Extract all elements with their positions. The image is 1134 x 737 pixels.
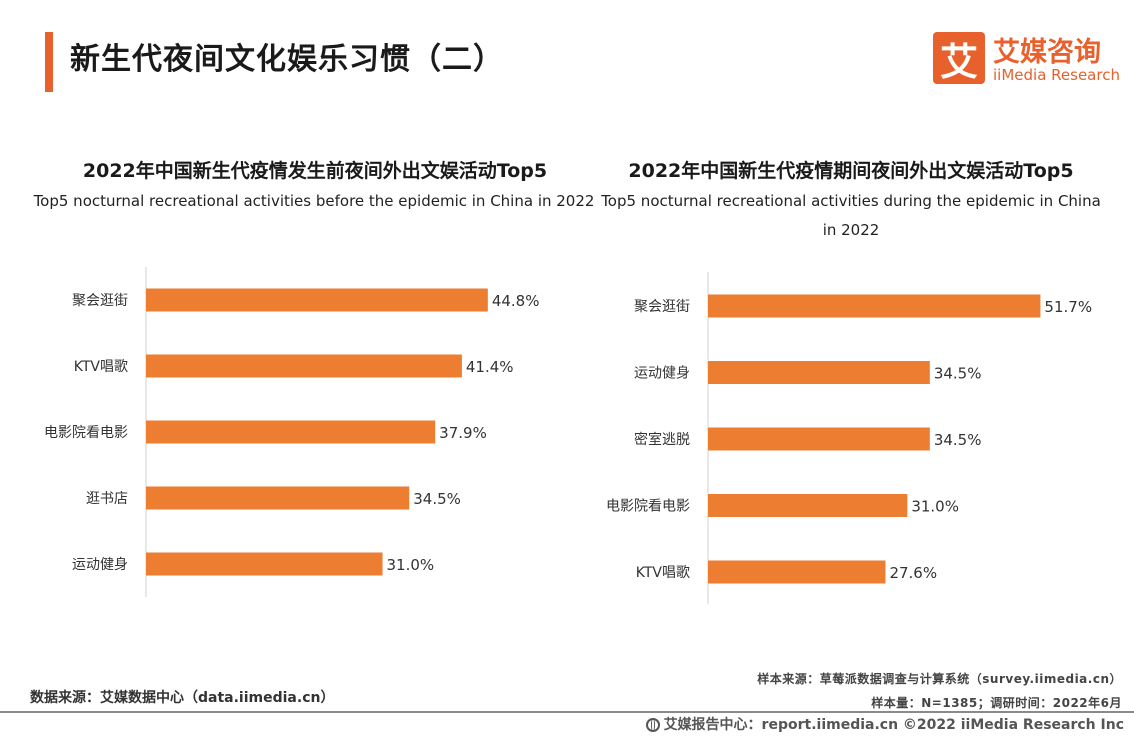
right-chart-value-label: 51.7% [1044,298,1092,316]
right-chart-value-label: 34.5% [934,431,982,449]
title-accent-bar [45,32,53,92]
sample-source: 样本来源：草莓派数据调查与计算系统（survey.iimedia.cn） [757,672,1122,686]
left-chart-bar [146,486,410,510]
right-chart-value-label: 34.5% [934,365,982,383]
right-chart-bar [708,294,1041,318]
report-center: 艾媒报告中心：report.iimedia.cn ©2022 iiMedia R… [645,714,1124,734]
left-chart-category-label: 聚会逛街 [72,293,128,309]
logo-en-text: iiMedia Research [993,66,1120,84]
right-chart-category-label: KTV唱歌 [636,565,690,581]
left-chart-value-label: 37.9% [439,424,487,442]
right-chart-bar [708,560,886,584]
left-chart-title: 2022年中国新生代疫情发生前夜间外出文娱活动Top5 [82,160,548,182]
left-chart-category-label: 运动健身 [72,557,128,573]
right-chart-bar [708,361,930,384]
logo-cn-text: 艾媒咨询 [993,37,1101,68]
page-title: 新生代夜间文化娱乐习惯（二） [70,42,504,77]
left-chart-bar [146,354,462,378]
right-chart-bar [708,427,930,451]
logo-mark-icon: 艾 [933,32,985,84]
right-chart-subtitle: Top5 nocturnal recreational activities d… [601,192,1101,239]
left-chart-bar [146,288,488,312]
right-chart-title: 2022年中国新生代疫情期间夜间外出文娱活动Top5 [628,160,1074,182]
left-chart-bar [146,420,436,444]
sample-size: 样本量：N=1385；调研时间：2022年6月 [871,696,1122,710]
right-chart-bar [708,494,908,517]
right-chart-category-label: 密室逃脱 [634,431,690,448]
report-center-text: 艾媒报告中心：report.iimedia.cn ©2022 iiMedia R… [663,717,1124,733]
right-chart-category-label: 电影院看电影 [606,499,690,515]
globe-icon [645,718,660,732]
left-chart-value-label: 41.4% [466,358,514,376]
left-chart-bar [146,552,383,576]
right-chart-category-label: 聚会逛街 [634,299,690,315]
left-chart-category-label: KTV唱歌 [74,359,128,375]
right-chart-category-label: 运动健身 [634,366,690,382]
right-chart-value-label: 27.6% [889,564,937,582]
iimedia-logo[interactable]: 艾 艾媒咨询 iiMedia Research [933,32,1123,88]
left-chart-category-label: 电影院看电影 [44,425,128,441]
left-chart-value-label: 44.8% [492,292,540,310]
left-chart-value-label: 31.0% [387,556,435,574]
data-source: 数据来源：艾媒数据中心（data.iimedia.cn） [30,690,335,706]
left-chart-value-label: 34.5% [413,490,461,508]
footer-divider [0,711,1134,713]
right-chart-value-label: 31.0% [911,498,959,516]
left-chart-category-label: 逛书店 [86,491,128,507]
left-chart-subtitle: Top5 nocturnal recreational activities b… [33,192,595,210]
